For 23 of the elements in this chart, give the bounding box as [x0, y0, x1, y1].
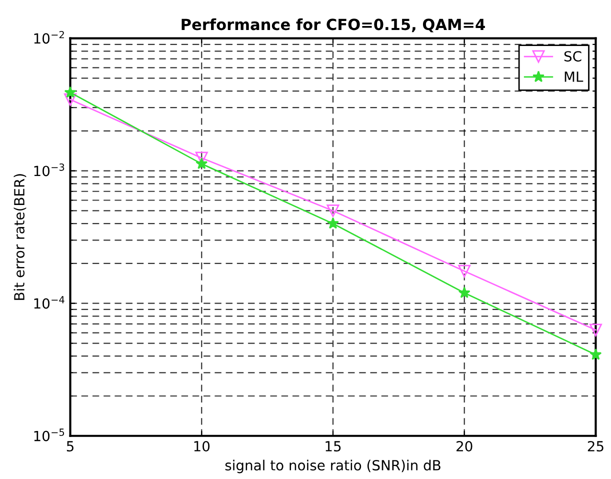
y-tick-label: 10$^{−4}$ [34, 296, 64, 309]
x-tick-label: 5 [66, 441, 74, 452]
point [196, 158, 208, 169]
y-tick-label: 10$^{−2}$ [34, 30, 64, 44]
point [590, 348, 602, 360]
y-axis-title: Bit error rate(BER) [14, 174, 26, 300]
point [458, 286, 470, 298]
x-axis-title: signal to noise ratio (SNR)in dB [225, 460, 440, 474]
point [589, 324, 602, 336]
x-tick-label: 10 [194, 440, 210, 452]
point [64, 86, 76, 98]
legend-label: SC [564, 51, 582, 62]
x-tick-label: 20 [456, 440, 472, 452]
point [326, 204, 340, 217]
point [327, 217, 339, 229]
legend-label: ML [564, 72, 584, 82]
chart-title: Performance for CFO=0.15, QAM=4 [182, 18, 485, 32]
x-tick-label: 25 [588, 440, 604, 452]
y-tick-label: 10$^{−5}$ [34, 428, 64, 442]
point [458, 264, 471, 278]
y-tick-label: 10$^{−3}$ [34, 163, 64, 176]
point [64, 93, 77, 106]
x-tick-label: 15 [326, 441, 341, 452]
